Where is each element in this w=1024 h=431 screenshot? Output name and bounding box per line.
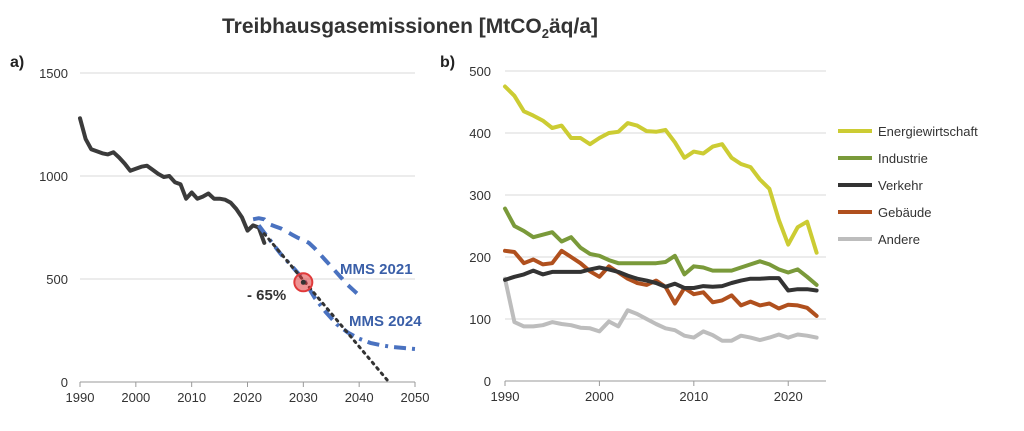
panel-a-x-tick-label: 2050 — [401, 390, 430, 405]
title-main: Treibhausgasemissionen [MtCO — [222, 15, 542, 38]
highlight-center-dot — [300, 279, 306, 285]
panel-b-x-tick-label: 2010 — [679, 389, 708, 404]
annotation-mms-2021: MMS 2021 — [340, 261, 413, 278]
series-line-mms-2021 — [252, 216, 361, 297]
panel-a-y-tick-label: 1000 — [39, 169, 68, 184]
panel-a-grid — [80, 72, 415, 280]
series-line-total-emissions — [78, 116, 267, 245]
panel-b-y-tick-label: 500 — [469, 64, 491, 79]
series-line-target-path — [262, 232, 389, 382]
figure-title: Treibhausgasemissionen [MtCO2äq/a] — [222, 15, 598, 41]
panel-a-x-tick-label: 1990 — [66, 390, 95, 405]
legend-label-industrie: Industrie — [878, 151, 928, 166]
series-line-mms-2024 — [257, 224, 416, 351]
panel-a-x-tick-label: 2030 — [289, 390, 318, 405]
panel-b-chart: b) 0 100 200 300 400 500 1990 2000 2010 2020 — [440, 54, 826, 404]
legend-label-verkehr: Verkehr — [878, 178, 923, 193]
panel-b-x-tick-label: 2000 — [585, 389, 614, 404]
legend-label-gebäude: Gebäude — [878, 205, 932, 220]
panel-a-y-tick-label: 500 — [46, 272, 68, 287]
series-line-andere — [503, 276, 819, 343]
panel-b-y-ticks: 0 100 200 300 400 500 — [469, 64, 491, 389]
panel-a-series — [78, 116, 416, 382]
panel-b-y-tick-label: 200 — [469, 250, 491, 265]
annotation-reduction: - 65% — [247, 287, 286, 304]
legend-label-andere: Andere — [878, 232, 920, 247]
series-line-industrie — [503, 206, 819, 287]
panel-b-y-tick-label: 400 — [469, 126, 491, 141]
panel-b-label: b) — [440, 54, 455, 71]
series-line-energiewirtschaft — [503, 84, 819, 255]
panel-a-y-tick-label: 0 — [61, 375, 68, 390]
panel-a-x-ticks: 1990 2000 2010 2020 2030 2040 2050 — [66, 382, 430, 405]
panel-b-grid — [505, 70, 826, 320]
panel-a-y-ticks: 0 500 1000 1500 — [39, 66, 68, 390]
legend-label-energiewirtschaft: Energiewirtschaft — [878, 124, 978, 139]
panel-b-y-tick-label: 0 — [484, 374, 491, 389]
panel-a-x-tick-label: 2000 — [121, 390, 150, 405]
panel-a-x-tick-label: 2020 — [233, 390, 262, 405]
panel-a-x-tick-label: 2040 — [345, 390, 374, 405]
panel-a-y-tick-label: 1500 — [39, 66, 68, 81]
panel-b-y-tick-label: 300 — [469, 188, 491, 203]
panel-b-x-tick-label: 2020 — [774, 389, 803, 404]
series-line-verkehr — [503, 265, 819, 293]
annotation-mms-2024: MMS 2024 — [349, 313, 422, 330]
panel-b-x-ticks: 1990 2000 2010 2020 — [491, 381, 803, 404]
panel-b-series — [503, 84, 819, 343]
target-2030-highlight — [293, 272, 314, 293]
sector-legend: Energiewirtschaft Industrie Verkehr Gebäude… — [838, 124, 978, 247]
panel-b-y-tick-label: 100 — [469, 312, 491, 327]
panel-a-x-tick-label: 2010 — [177, 390, 206, 405]
panel-b-x-tick-label: 1990 — [491, 389, 520, 404]
title-rest: äq/a] — [549, 15, 598, 38]
panel-a-label: a) — [10, 54, 24, 71]
panel-a-chart: a) 0 500 1000 1500 1990 2000 2010 2020 2030 2040… — [10, 54, 429, 405]
title-subscript: 2 — [542, 26, 549, 41]
